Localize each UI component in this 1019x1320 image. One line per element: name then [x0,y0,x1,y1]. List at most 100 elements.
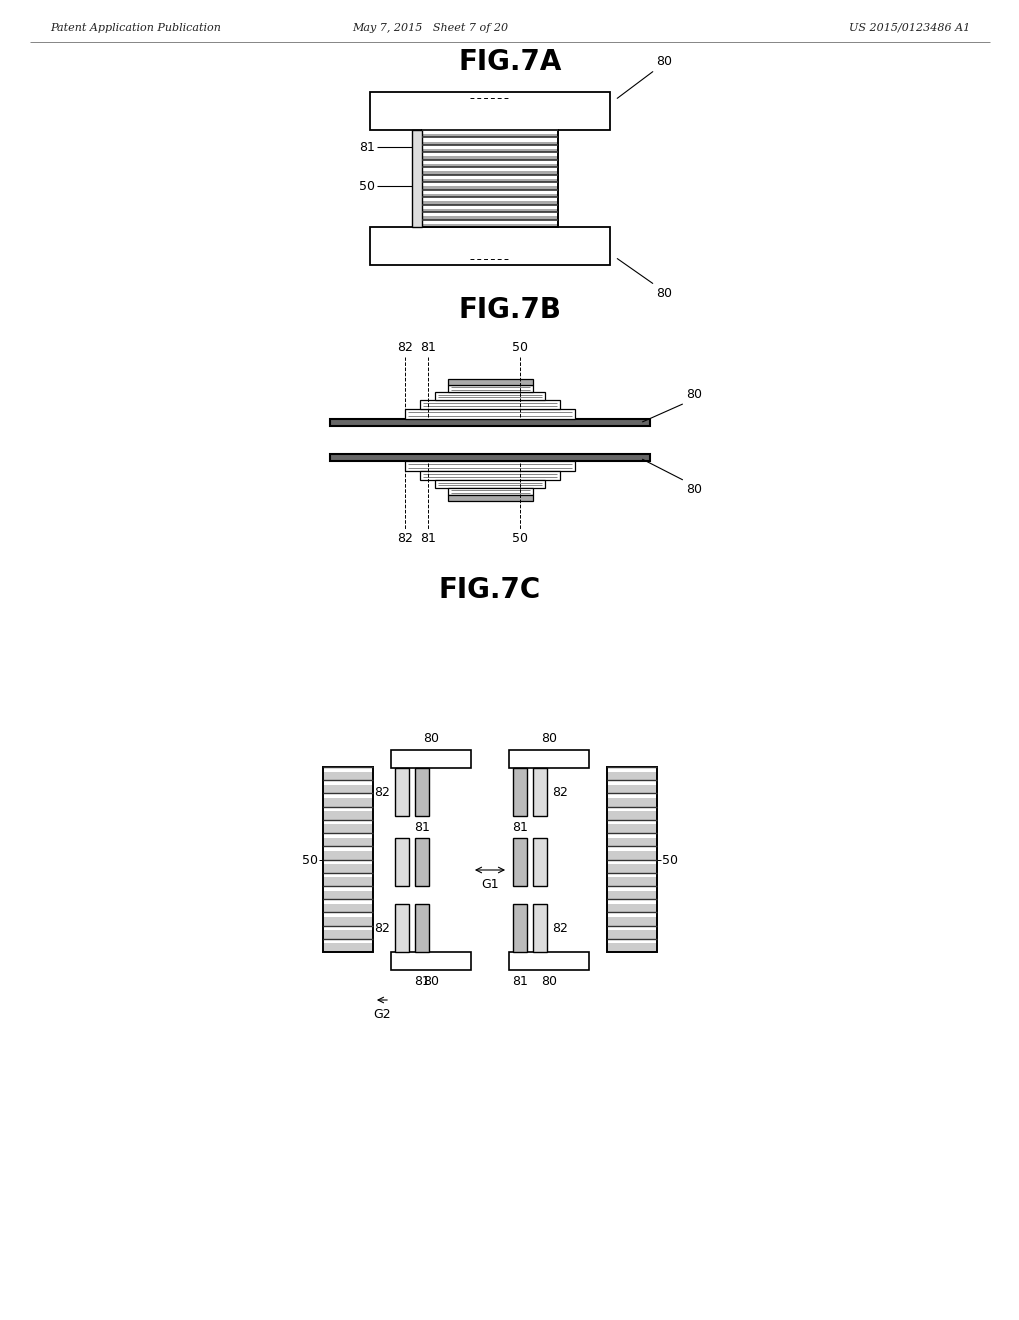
Text: US 2015/0123486 A1: US 2015/0123486 A1 [848,22,969,33]
Text: 82: 82 [374,785,389,799]
Bar [415,768,429,816]
Bar [323,825,373,833]
Bar [415,838,429,886]
Bar [394,838,409,886]
Bar [606,904,656,912]
Text: FIG.7A: FIG.7A [458,48,561,77]
Bar [422,209,557,213]
Text: 80: 80 [655,286,672,300]
Bar [412,129,422,227]
Bar [434,392,544,400]
Bar [370,92,609,129]
Bar [422,201,557,205]
Text: 82: 82 [396,341,413,354]
Bar [606,851,656,859]
Bar [394,768,409,816]
Bar [422,149,557,152]
Text: 82: 82 [374,921,389,935]
Bar [447,379,533,385]
Text: 50: 50 [661,854,678,866]
Bar [390,750,471,768]
Bar [606,785,656,793]
Bar [422,223,557,227]
Bar [415,904,429,952]
Bar [390,952,471,970]
Text: 81: 81 [420,532,435,545]
Bar [422,141,557,145]
Text: 80: 80 [423,975,438,987]
Bar [513,838,527,886]
Bar [606,917,656,925]
Bar [606,799,656,807]
Bar [394,904,409,952]
Text: 81: 81 [420,341,435,354]
Text: 80: 80 [540,733,556,744]
Text: 82: 82 [396,532,413,545]
Bar [420,400,559,409]
Bar [508,952,588,970]
Bar [434,480,544,488]
Bar [323,767,373,952]
Bar [323,878,373,886]
Bar [447,385,533,392]
Bar [323,785,373,793]
Bar [420,471,559,480]
Bar [508,750,588,768]
Text: 80: 80 [423,733,438,744]
Bar [323,931,373,939]
Text: Patent Application Publication: Patent Application Publication [50,22,221,33]
Text: 50: 50 [512,341,528,354]
Text: 50: 50 [302,854,318,866]
Bar [447,495,533,502]
Bar [422,157,557,160]
Bar [405,461,575,471]
Bar [606,838,656,846]
Bar [323,904,373,912]
Bar [422,216,557,219]
Bar [323,851,373,859]
Bar [323,944,373,952]
Bar [447,488,533,495]
Text: 80: 80 [655,55,672,69]
Bar [606,772,656,780]
Bar [323,772,373,780]
Bar [606,878,656,886]
Bar [323,799,373,807]
Bar [533,768,546,816]
Bar [533,838,546,886]
Bar [422,129,557,227]
Bar [405,409,575,418]
Text: 82: 82 [551,921,568,935]
Bar [422,164,557,168]
Text: 81: 81 [414,821,430,834]
Text: G2: G2 [373,1008,390,1020]
Bar [323,917,373,925]
Text: 81: 81 [414,975,430,987]
Bar [330,418,649,426]
Text: 80: 80 [686,483,701,496]
Bar [422,135,557,137]
Text: G1: G1 [481,878,498,891]
Text: FIG.7C: FIG.7C [438,576,541,605]
Text: 82: 82 [551,785,568,799]
Bar [323,891,373,899]
Bar [606,767,656,952]
Bar [606,825,656,833]
Bar [513,768,527,816]
Bar [513,904,527,952]
Bar [323,865,373,873]
Bar [370,227,609,265]
Bar [422,186,557,190]
Bar [323,812,373,820]
Text: 50: 50 [359,180,375,193]
Text: 81: 81 [512,975,528,987]
Bar [422,172,557,174]
Text: 81: 81 [512,821,528,834]
Text: FIG.7B: FIG.7B [459,296,560,323]
Bar [606,812,656,820]
Text: 80: 80 [686,388,701,401]
Bar [606,931,656,939]
Text: 80: 80 [540,975,556,987]
Bar [606,944,656,952]
Bar [323,838,373,846]
